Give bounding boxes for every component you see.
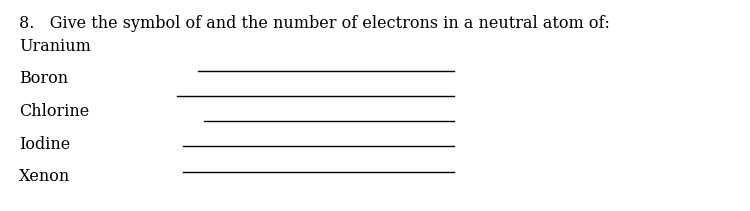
Text: Boron: Boron [19, 70, 68, 87]
Text: 8.   Give the symbol of and the number of electrons in a neutral atom of:: 8. Give the symbol of and the number of … [19, 15, 610, 32]
Text: Iodine: Iodine [19, 136, 70, 153]
Text: Chlorine: Chlorine [19, 103, 89, 120]
Text: Uranium: Uranium [19, 38, 91, 55]
Text: Xenon: Xenon [19, 168, 70, 185]
